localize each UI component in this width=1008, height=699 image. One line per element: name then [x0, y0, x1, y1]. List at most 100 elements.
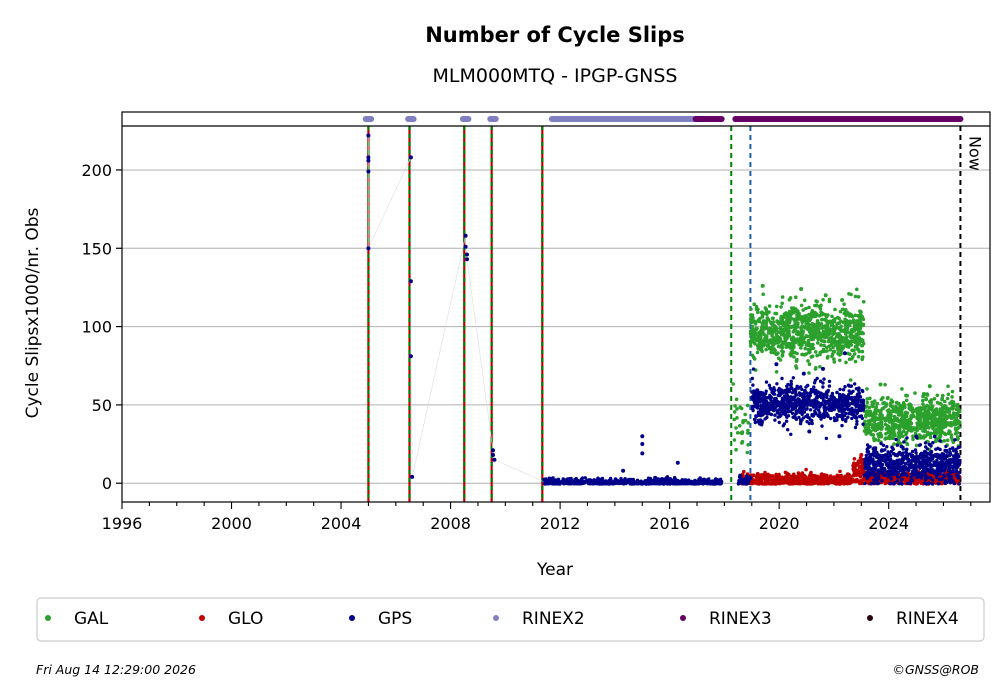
data-point-gps [827, 407, 831, 412]
data-point-gal [782, 323, 787, 327]
data-point-gps [807, 416, 811, 420]
data-point-gal [760, 349, 764, 354]
data-point-gal [765, 344, 770, 348]
data-point-gal [955, 402, 960, 407]
data-point-gal [837, 342, 842, 346]
data-point-gps [897, 482, 902, 486]
data-point-gal [844, 326, 848, 330]
data-point-gps [760, 410, 764, 414]
data-point-gal [879, 427, 883, 431]
data-point-gal [954, 428, 958, 433]
data-point-gal [757, 319, 762, 324]
data-point-gps [804, 414, 808, 419]
data-point-gps [828, 397, 832, 401]
data-point-gal [819, 343, 823, 347]
data-point-gal [826, 313, 830, 317]
data-point-gal [944, 407, 948, 412]
data-point-gal [832, 330, 836, 335]
data-point-gal [903, 424, 908, 428]
data-point-gps [885, 471, 889, 476]
data-point-gps [905, 467, 909, 471]
data-point-gps [929, 454, 934, 458]
data-point-gps [600, 476, 605, 481]
data-point-glo [789, 478, 793, 483]
data-point-gps [799, 392, 803, 396]
data-point-glo [813, 474, 818, 478]
data-point-gal [932, 431, 936, 435]
data-point-gps [773, 418, 777, 422]
data-point-gal [779, 314, 784, 319]
data-point-gal [914, 443, 919, 448]
data-point-gps [938, 439, 942, 443]
data-point-gal [834, 325, 839, 330]
data-point-gps [896, 466, 900, 470]
data-point-gps [886, 450, 890, 454]
data-point-gps [831, 403, 835, 407]
data-point-gal [823, 293, 828, 298]
data-point-gal [768, 346, 773, 350]
data-point-gps [888, 481, 892, 486]
data-point-gps [542, 478, 546, 482]
data-point-gal [898, 418, 902, 423]
data-point-gps [792, 414, 797, 419]
data-point-gal [811, 314, 816, 319]
data-point-gal [770, 334, 774, 338]
data-point-gal [857, 329, 861, 333]
data-point-gal [940, 397, 944, 402]
data-point-gal [898, 403, 902, 408]
data-point-gal [755, 350, 760, 355]
data-point-glo [763, 481, 767, 486]
data-point-gps [873, 450, 878, 454]
data-point-gps [850, 401, 855, 406]
data-point-gal [852, 352, 857, 356]
data-point-gal [830, 340, 835, 345]
data-point-gal [745, 403, 750, 408]
data-point-gal [954, 407, 959, 412]
data-point-gps [779, 403, 783, 407]
data-point-glo [770, 478, 775, 483]
data-point-glo [773, 480, 778, 484]
data-point-gps [596, 476, 600, 480]
data-point-gps [863, 459, 867, 464]
data-point-gps [948, 459, 952, 463]
data-point-glo [755, 471, 760, 476]
data-point-gps [665, 478, 669, 482]
data-point-gal [806, 343, 811, 348]
data-point-gps [833, 405, 838, 409]
data-point-glo [823, 478, 827, 483]
data-point-gps [779, 390, 783, 394]
data-point-gps [948, 464, 952, 468]
data-point-gps [867, 461, 872, 466]
data-point-gal [928, 435, 933, 440]
data-point-gal [924, 396, 928, 401]
data-point-gal [832, 349, 837, 354]
data-point-glo [884, 480, 889, 484]
data-point-gal [922, 434, 926, 438]
data-point-gps [943, 448, 947, 453]
data-point-gps [679, 481, 683, 486]
data-point-gal [850, 314, 855, 319]
data-point-gal [921, 398, 925, 403]
data-point-gal [857, 314, 862, 319]
data-point-gal [867, 405, 872, 410]
data-point-gal [772, 324, 777, 328]
data-point-gps [901, 466, 906, 471]
data-point-gps [867, 458, 872, 463]
data-point-gps [781, 401, 786, 405]
data-point-glo [914, 479, 919, 484]
data-point-gal [945, 438, 950, 443]
data-point-gal [889, 398, 894, 403]
data-point-gps [857, 391, 861, 395]
data-point-gal [888, 431, 893, 435]
data-point-gal [832, 357, 836, 362]
data-point-gal [763, 339, 768, 344]
data-point-gal [847, 322, 851, 327]
data-point-gal [861, 317, 866, 322]
data-point-gal [815, 312, 819, 317]
data-point-gal [754, 328, 758, 332]
data-point-gal [876, 438, 881, 443]
data-point-gal [860, 331, 864, 336]
data-point-gps [786, 382, 790, 387]
data-point-gps [898, 452, 903, 456]
data-point-gps [866, 473, 871, 478]
